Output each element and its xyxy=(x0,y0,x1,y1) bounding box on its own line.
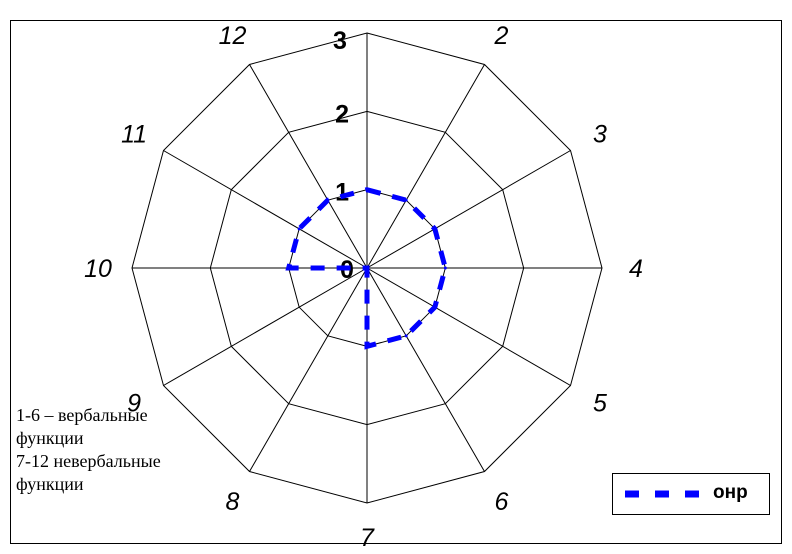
chart-frame xyxy=(10,20,782,544)
grid-spoke xyxy=(366,267,485,472)
annotation-line: 7-12 невербальные xyxy=(16,451,161,471)
radial-tick-label: 1 xyxy=(335,179,349,207)
category-label: 6 xyxy=(495,488,509,516)
grid-spoke xyxy=(163,150,368,269)
category-label: 7 xyxy=(360,524,375,552)
grid-spoke xyxy=(366,267,571,386)
data-point xyxy=(443,266,447,270)
category-label: 2 xyxy=(494,22,509,50)
category-label: 11 xyxy=(121,121,147,149)
radial-tick-label: 3 xyxy=(333,27,347,55)
data-point xyxy=(365,344,369,348)
legend-label: онр xyxy=(713,482,748,503)
category-label: 12 xyxy=(219,22,247,50)
chart-annotation: 1-6 – вербальные функции 7-12 невербальн… xyxy=(16,404,216,496)
data-point xyxy=(365,188,369,192)
legend: онр xyxy=(612,473,770,515)
category-label: 10 xyxy=(84,255,112,283)
category-label: 8 xyxy=(226,488,240,516)
legend-swatch xyxy=(625,490,705,498)
data-point xyxy=(404,198,408,202)
category-label: 9 xyxy=(127,390,141,418)
data-point xyxy=(365,266,369,270)
data-point xyxy=(287,266,291,270)
annotation-line: 1-6 – вербальные xyxy=(16,405,148,425)
annotation-line: функции xyxy=(16,474,84,494)
grid-spoke xyxy=(366,64,485,269)
data-point xyxy=(404,334,408,338)
data-point xyxy=(433,227,437,231)
data-point xyxy=(326,198,330,202)
grid-spoke xyxy=(163,267,368,386)
grid-spoke xyxy=(366,150,571,269)
category-label: 4 xyxy=(629,255,643,283)
category-label: 5 xyxy=(593,390,607,418)
grid-spoke xyxy=(249,267,368,472)
annotation-line: функции xyxy=(16,428,84,448)
grid-spoke xyxy=(249,64,368,269)
data-point xyxy=(433,305,437,309)
radial-tick-label: 2 xyxy=(335,100,349,128)
series-line xyxy=(285,187,448,350)
data-point xyxy=(297,227,301,231)
category-label: 3 xyxy=(593,121,607,149)
